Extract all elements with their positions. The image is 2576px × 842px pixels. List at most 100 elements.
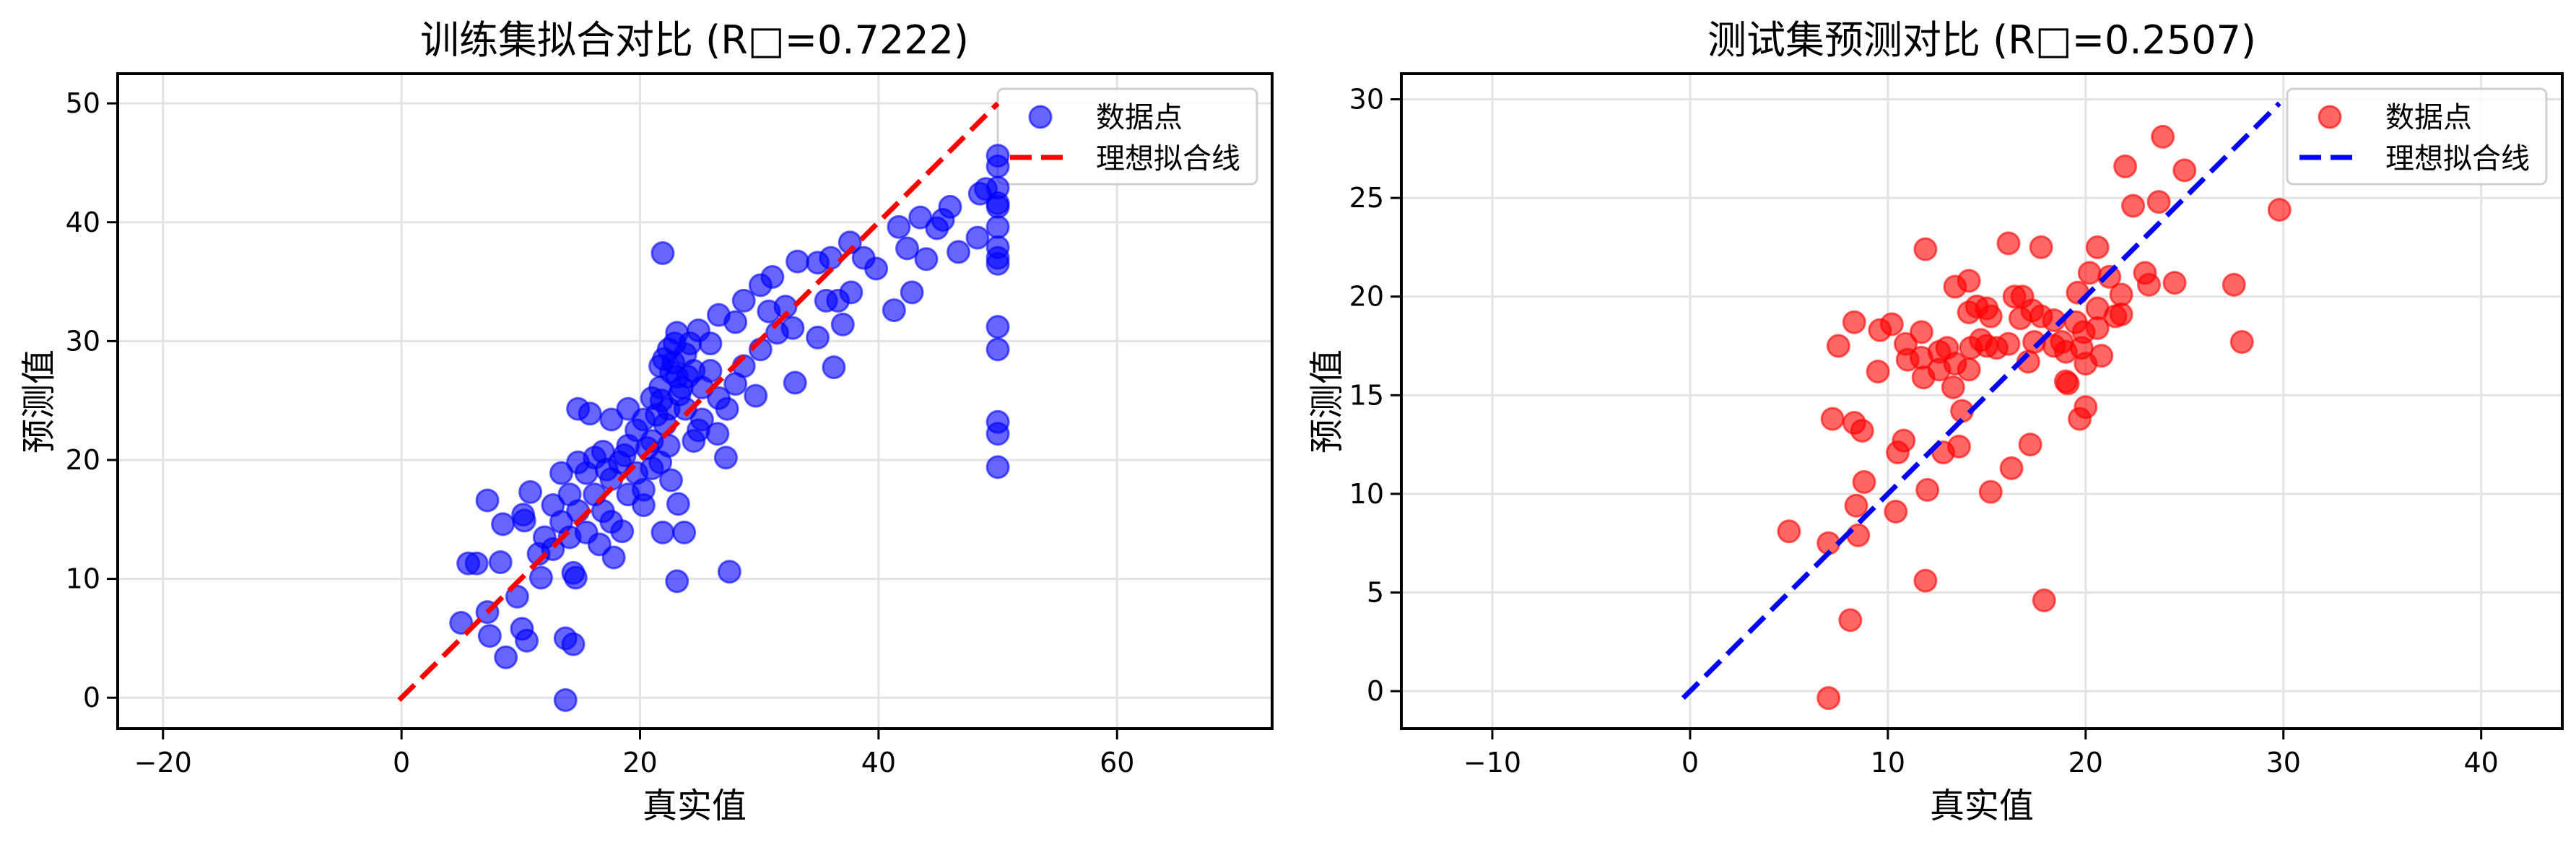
data-point — [2077, 261, 2102, 285]
data-point — [2109, 282, 2133, 307]
data-point — [658, 468, 683, 492]
x-tick-label: 40 — [861, 747, 896, 778]
test-scatter-panel: 测试集预测对比 (R□=0.2507) 真实值 预测值 数据点 理想拟合线 −1… — [1307, 17, 2564, 826]
data-point — [1816, 686, 1841, 711]
data-point — [553, 687, 578, 712]
data-point — [707, 386, 731, 410]
data-point — [723, 372, 748, 396]
legend-label-points: 数据点 — [2385, 101, 2472, 134]
x-tick-label: 20 — [622, 747, 657, 778]
data-point — [2068, 407, 2092, 431]
data-point — [2074, 352, 2098, 376]
data-point — [2229, 330, 2254, 355]
data-point — [662, 331, 687, 356]
data-point — [985, 422, 1010, 446]
data-point — [851, 246, 876, 270]
data-point — [1886, 440, 1910, 465]
data-point — [528, 565, 553, 590]
data-point — [631, 493, 656, 518]
data-point — [1884, 499, 1908, 524]
data-point — [2136, 272, 2161, 297]
data-point — [698, 331, 723, 356]
y-tick-label: 0 — [83, 682, 100, 713]
data-point — [2162, 271, 2187, 295]
y-tick-label: 5 — [1367, 576, 1384, 608]
data-point — [2097, 264, 2122, 289]
data-point — [2029, 235, 2053, 259]
data-point — [1957, 300, 1981, 325]
data-point — [1842, 310, 1866, 334]
axes-frame — [116, 72, 1274, 730]
data-point — [1999, 456, 2024, 480]
data-point — [561, 632, 586, 656]
data-point — [1850, 418, 1874, 443]
data-point — [1996, 331, 2021, 356]
data-point — [1909, 320, 1933, 344]
data-point — [578, 402, 602, 426]
data-point — [488, 550, 513, 575]
data-point — [1959, 336, 1983, 360]
x-tick-label: 30 — [2266, 747, 2301, 778]
data-point — [515, 628, 539, 653]
data-point — [649, 389, 674, 413]
axes-frame — [1400, 72, 2564, 730]
legend-box — [996, 87, 1258, 186]
data-point — [1996, 231, 2021, 256]
train-scatter-panel: 训练集拟合对比 (R□=0.7222) 真实值 预测值 数据点 理想拟合线 −2… — [19, 17, 1274, 826]
data-point — [723, 310, 748, 334]
data-point — [1868, 318, 1892, 342]
data-point — [1978, 304, 2003, 329]
data-point — [985, 251, 1010, 276]
x-tick-label: −10 — [1463, 747, 1521, 778]
y-tick-label: 30 — [1349, 84, 1384, 116]
data-point — [914, 247, 939, 272]
data-point — [786, 249, 810, 274]
ideal-fit-line — [1681, 101, 2281, 700]
data-point — [1866, 360, 1890, 384]
x-axis-label: 真实值 — [643, 786, 747, 826]
data-point — [686, 418, 710, 443]
data-point — [717, 560, 741, 584]
data-point — [2113, 154, 2138, 178]
data-point — [826, 288, 850, 313]
chart-title: 测试集预测对比 (R□=0.2507) — [1707, 17, 2256, 63]
data-point — [900, 280, 924, 305]
data-point — [744, 383, 768, 408]
data-point — [665, 569, 689, 594]
y-tick-label: 10 — [1349, 478, 1384, 510]
data-point — [780, 316, 805, 340]
y-axis-label: 预测值 — [19, 350, 59, 453]
data-point — [965, 225, 990, 250]
data-point — [731, 288, 756, 313]
y-tick-label: 25 — [1349, 182, 1384, 214]
x-tick-label: 10 — [1871, 747, 1905, 778]
data-point — [512, 508, 536, 533]
data-point — [650, 520, 675, 544]
x-tick-label: 0 — [1681, 747, 1699, 778]
x-tick-label: 20 — [2068, 747, 2103, 778]
data-point — [464, 551, 489, 576]
x-tick-label: −20 — [134, 747, 192, 778]
data-point — [2151, 124, 2175, 149]
data-point — [748, 273, 773, 298]
data-point — [557, 525, 582, 550]
data-point — [449, 610, 474, 635]
data-point — [985, 315, 1010, 339]
data-point — [783, 370, 807, 395]
data-point — [2109, 302, 2133, 326]
data-point — [518, 479, 543, 504]
y-axis-label: 预测值 — [1307, 350, 1347, 453]
data-point — [574, 461, 599, 485]
data-point — [1844, 493, 1868, 518]
data-point — [612, 443, 637, 467]
data-point — [2222, 272, 2246, 297]
y-tick-label: 40 — [66, 207, 100, 238]
data-point — [1941, 375, 1965, 399]
data-point — [599, 510, 624, 534]
data-point — [640, 456, 664, 481]
data-point — [2121, 194, 2146, 218]
data-point — [2172, 158, 2197, 183]
data-point — [985, 214, 1010, 239]
data-point — [822, 355, 846, 380]
